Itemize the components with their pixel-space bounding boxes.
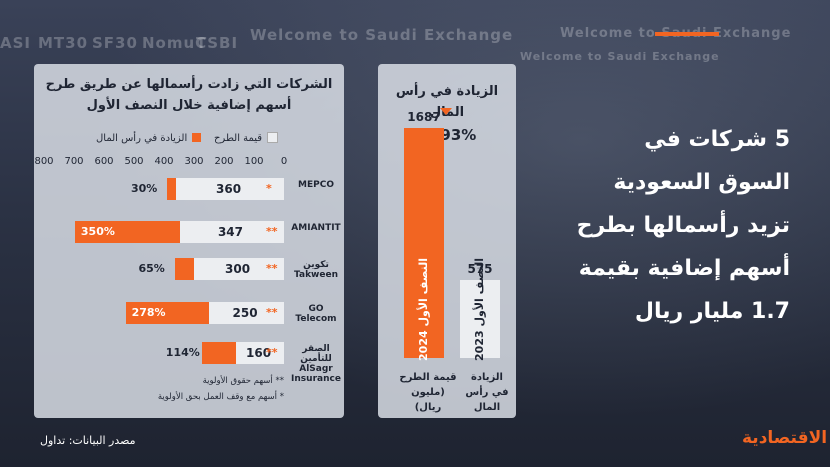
x-tick-label: 500 [124, 156, 144, 167]
bar-value-label: 250 [232, 306, 258, 320]
x-tick-label: 0 [280, 156, 288, 167]
rights-mark: ** [266, 262, 278, 275]
bar-value [176, 178, 284, 200]
companies-chart-panel: الشركات التي زادت رأسمالها عن طريق طرح أ… [34, 64, 344, 418]
bar-pct-label: 30% [131, 182, 158, 195]
accent-bar [655, 32, 719, 36]
bar-pct-label: 350% [80, 225, 115, 238]
x-tick-label: 300 [184, 156, 204, 167]
bar-increase [201, 342, 236, 364]
company-logo: MEPCO [298, 180, 334, 190]
bar-value-label: 347 [217, 225, 243, 239]
bar-increase [174, 258, 194, 280]
bar-value [209, 302, 284, 324]
vertical-bar-label: النصف الأول 2023 [473, 258, 486, 361]
bar-increase [167, 178, 176, 200]
vertical-bar-label: النصف الأول 2024 [417, 258, 430, 361]
x-tick-label: 800 [34, 156, 54, 167]
vertical-bar [404, 128, 444, 358]
bar-pct-label: 278% [131, 306, 166, 319]
x-tick-label: 200 [214, 156, 234, 167]
note-no-rights: * أسهم مع وقف العمل بحق الأولوية [157, 392, 284, 402]
x-tick-label: 700 [64, 156, 84, 167]
note-rights: ** أسهم حقوق الأولوية [202, 376, 284, 386]
vertical-bar-value: 575 [467, 261, 493, 276]
bar-value [194, 258, 284, 280]
brand-logo: الاقتصادية [742, 428, 828, 448]
bar-value-label: 300 [225, 262, 251, 276]
company-logo: AMIANTIT [291, 223, 341, 233]
increase-panel: الزيادة في رأس المال 193% 1687 النصف الأو… [378, 64, 516, 418]
source: مصدر البيانات: تداول [40, 434, 136, 447]
bar-value [236, 342, 284, 364]
panel-title: الشركات التي زادت رأسمالها عن طريق طرح أ… [45, 77, 333, 113]
company-logo: GO Telecom [295, 304, 337, 324]
bar-increase [125, 302, 209, 324]
legend: قيمة الطرح الزيادة في رأس المال [96, 132, 279, 144]
legend-value: قيمة الطرح [214, 132, 279, 144]
x-tick-label: 600 [94, 156, 114, 167]
rights-mark: ** [266, 346, 278, 359]
legend-increase: الزيادة في رأس المال [96, 133, 202, 144]
company-logo: الصقر للتأمين AlSagr Insurance [291, 344, 341, 384]
company-logo: تكوين Takween [294, 260, 338, 280]
mid-title: الزيادة في رأس المال [395, 84, 499, 120]
bar-pct-label: 65% [138, 262, 165, 275]
rights-mark: ** [266, 225, 278, 238]
bar-value [179, 221, 284, 243]
cap-value: قيمة الطرح (مليون ريال) [399, 372, 457, 413]
vertical-bar-value: 1687 [407, 110, 441, 124]
bar-increase [74, 221, 180, 243]
bar-value-label: 360 [216, 182, 242, 196]
x-tick-label: 100 [244, 156, 264, 167]
headline: 5 شركات في السوق السعودية تزيد رأسمالها … [576, 127, 790, 324]
vertical-bar [460, 279, 500, 358]
x-tick-label: 400 [154, 156, 174, 167]
down-arrow-icon [440, 108, 452, 115]
cap-increase: الزيادة في رأس المال [465, 372, 509, 413]
bar-pct-label: 114% [165, 346, 200, 359]
bar-value-label: 160 [246, 346, 272, 360]
rights-mark: ** [266, 306, 278, 319]
rights-mark: * [266, 182, 272, 195]
